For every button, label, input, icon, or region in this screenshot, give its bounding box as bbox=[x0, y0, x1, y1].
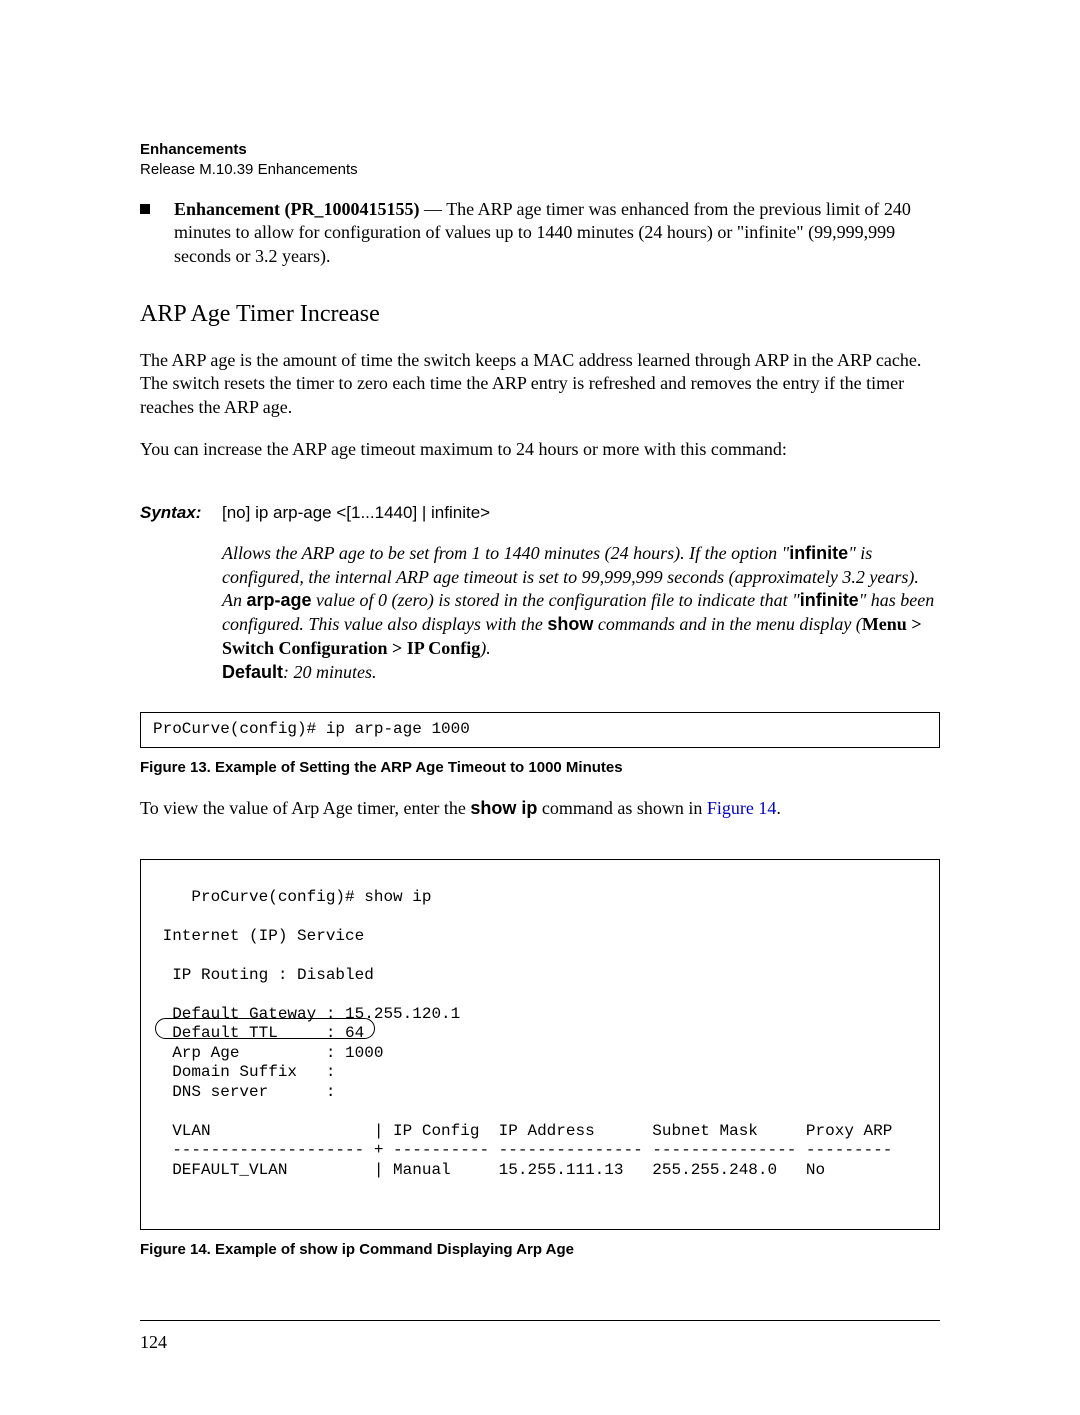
p3-bold: show ip bbox=[470, 798, 537, 818]
section-heading: ARP Age Timer Increase bbox=[140, 299, 940, 331]
desc-default-label: Default bbox=[222, 662, 283, 682]
enhancement-bullet: Enhancement (PR_1000415155) — The ARP ag… bbox=[140, 198, 940, 269]
desc-arpage: arp-age bbox=[247, 590, 312, 610]
desc-t5: commands and in the menu display ( bbox=[593, 614, 861, 634]
spacer bbox=[140, 839, 940, 859]
bullet-text: Enhancement (PR_1000415155) — The ARP ag… bbox=[174, 198, 940, 269]
p3-t1: To view the value of Arp Age timer, ente… bbox=[140, 798, 470, 818]
code-box-fig14: ProCurve(config)# show ip Internet (IP) … bbox=[140, 859, 940, 1230]
paragraph-1: The ARP age is the amount of time the sw… bbox=[140, 349, 940, 420]
bullet-lead: Enhancement (PR_1000415155) bbox=[174, 199, 420, 219]
p3-t2: command as shown in bbox=[537, 798, 706, 818]
desc-t3: value of 0 (zero) is stored in the confi… bbox=[312, 590, 800, 610]
desc-default-val: : 20 minutes. bbox=[283, 662, 377, 682]
paragraph-3: To view the value of Arp Age timer, ente… bbox=[140, 797, 940, 821]
figure-14-caption: Figure 14. Example of show ip Command Di… bbox=[140, 1240, 940, 1260]
bullet-sep: — bbox=[420, 199, 447, 219]
code-box-fig13: ProCurve(config)# ip arp-age 1000 bbox=[140, 712, 940, 747]
desc-infinite1: infinite bbox=[789, 543, 848, 563]
syntax-block: Syntax: [no] ip arp-age <[1...1440] | in… bbox=[140, 502, 940, 524]
document-page: Enhancements Release M.10.39 Enhancement… bbox=[0, 0, 1080, 1415]
figure-13-caption: Figure 13. Example of Setting the ARP Ag… bbox=[140, 758, 940, 778]
p3-t3: . bbox=[776, 798, 781, 818]
desc-t6: ). bbox=[480, 638, 491, 658]
page-number: 124 bbox=[140, 1331, 940, 1355]
desc-infinite2: infinite bbox=[800, 590, 859, 610]
desc-show: show bbox=[547, 614, 593, 634]
running-head-title: Enhancements bbox=[140, 140, 940, 160]
running-head-sub: Release M.10.39 Enhancements bbox=[140, 160, 940, 180]
paragraph-2: You can increase the ARP age timeout max… bbox=[140, 438, 940, 462]
syntax-command: [no] ip arp-age <[1...1440] | infinite> bbox=[222, 502, 490, 524]
syntax-description: Allows the ARP age to be set from 1 to 1… bbox=[222, 542, 940, 685]
code-big-text: ProCurve(config)# show ip Internet (IP) … bbox=[153, 888, 892, 1179]
syntax-label: Syntax: bbox=[140, 502, 222, 524]
figure-14-link[interactable]: Figure 14 bbox=[707, 798, 777, 818]
footer-rule bbox=[140, 1320, 940, 1321]
desc-t1: Allows the ARP age to be set from 1 to 1… bbox=[222, 543, 789, 563]
square-bullet-icon bbox=[140, 204, 150, 214]
